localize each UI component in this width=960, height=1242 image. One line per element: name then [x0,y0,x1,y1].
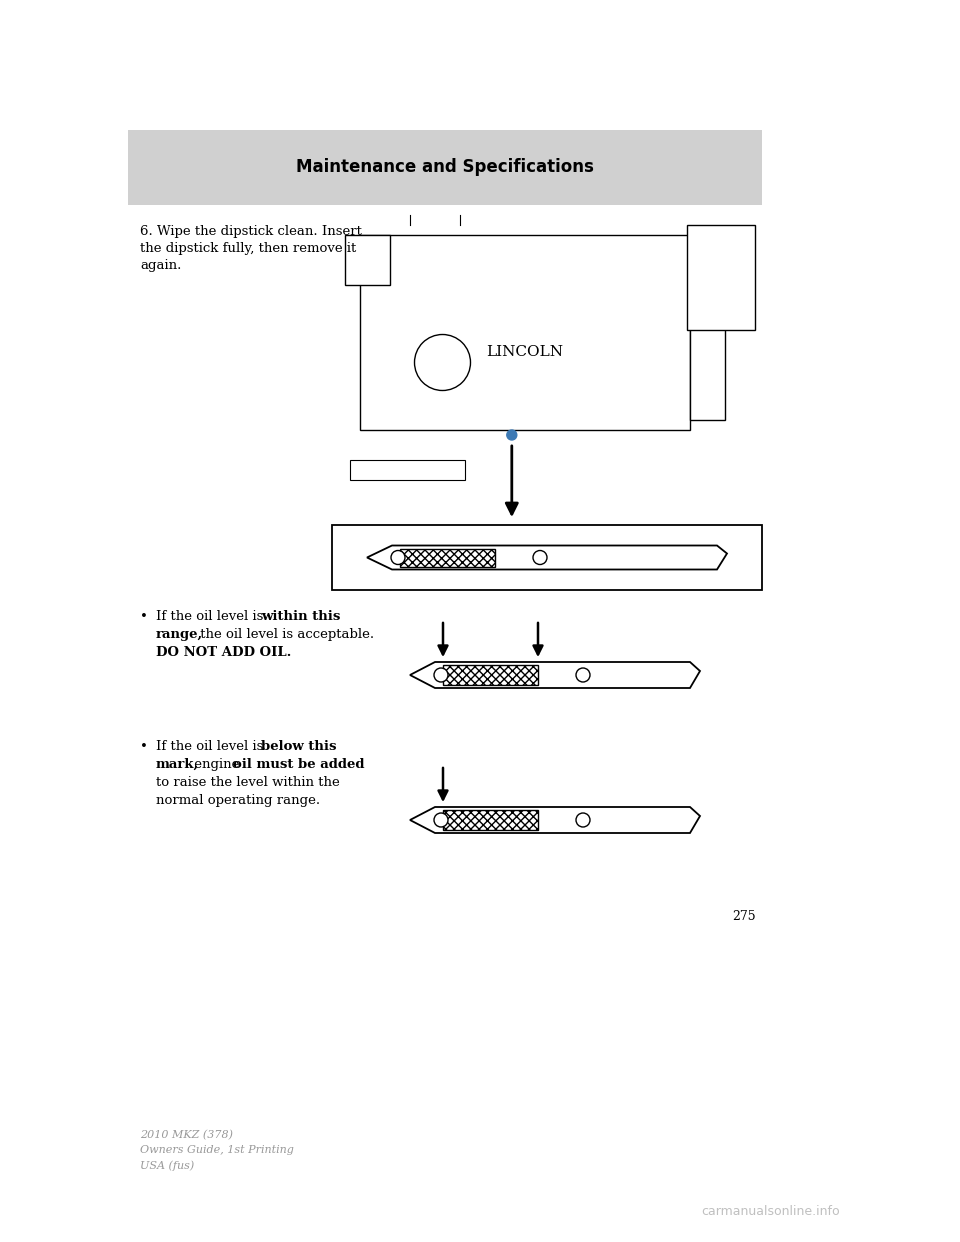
Bar [345,235,390,284]
Text: again.: again. [140,260,181,272]
Circle shape [434,668,448,682]
Text: carmanualsonline.info: carmanualsonline.info [702,1205,840,1218]
Text: range,: range, [156,628,204,641]
Text: below this: below this [261,740,337,753]
Text: LINCOLN: LINCOLN [487,345,564,359]
Circle shape [434,814,448,827]
Circle shape [507,430,516,440]
Text: If the oil level is: If the oil level is [156,610,268,623]
Bar [443,664,538,686]
Text: 6. Wipe the dipstick clean. Insert: 6. Wipe the dipstick clean. Insert [140,225,362,238]
Text: •: • [140,740,148,753]
Polygon shape [410,662,700,688]
Bar [400,549,495,566]
Text: oil must be added: oil must be added [233,758,365,771]
Polygon shape [410,807,700,833]
Text: •: • [140,610,148,623]
Circle shape [533,550,547,565]
Text: to raise the level within the: to raise the level within the [156,776,340,789]
Text: within this: within this [261,610,341,623]
Bar [360,235,690,430]
Text: the dipstick fully, then remove it: the dipstick fully, then remove it [140,242,356,255]
Circle shape [415,334,470,390]
Text: normal operating range.: normal operating range. [156,794,320,807]
Bar [443,810,538,830]
Text: Owners Guide, 1st Printing: Owners Guide, 1st Printing [140,1145,294,1155]
Text: DO NOT ADD OIL.: DO NOT ADD OIL. [156,646,292,660]
Bar [687,225,755,330]
Text: 2010 MKZ (378): 2010 MKZ (378) [140,1130,233,1140]
Text: Maintenance and Specifications: Maintenance and Specifications [296,159,594,176]
Circle shape [576,814,590,827]
Bar [690,255,725,420]
Text: the oil level is acceptable.: the oil level is acceptable. [196,628,374,641]
Text: engine: engine [190,758,244,771]
Circle shape [391,550,405,565]
Circle shape [576,668,590,682]
Text: mark,: mark, [156,758,199,771]
Polygon shape [367,545,727,570]
Bar [332,525,762,590]
Text: If the oil level is: If the oil level is [156,740,268,753]
Text: 275: 275 [732,910,756,923]
Bar [350,460,465,479]
Bar [128,130,762,205]
Text: USA (fus): USA (fus) [140,1160,194,1170]
